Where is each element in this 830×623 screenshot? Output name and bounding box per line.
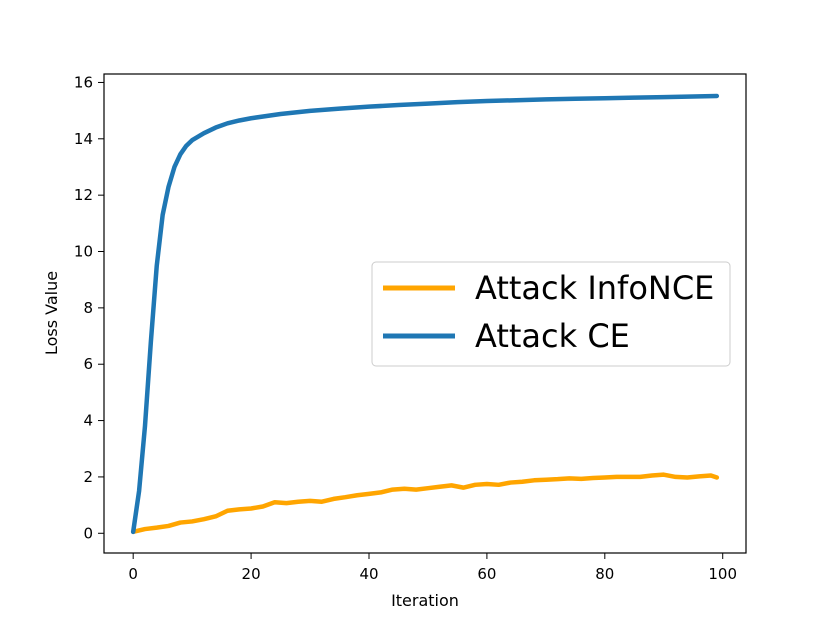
legend-label-attack-infonce: Attack InfoNCE bbox=[475, 269, 714, 307]
legend: Attack InfoNCE Attack CE bbox=[371, 261, 731, 367]
y-tick-label: 4 bbox=[83, 412, 93, 430]
x-tick-label: 100 bbox=[708, 565, 737, 583]
x-tick-label: 40 bbox=[359, 565, 378, 583]
y-tick-label: 12 bbox=[74, 186, 93, 204]
series-layer bbox=[130, 93, 720, 535]
y-tick-label: 0 bbox=[83, 524, 93, 542]
y-tick-label: 16 bbox=[74, 73, 93, 91]
x-tick-label: 20 bbox=[242, 565, 261, 583]
y-tick-label: 2 bbox=[83, 468, 93, 486]
legend-label-attack-ce: Attack CE bbox=[475, 317, 630, 355]
plot-frame bbox=[103, 73, 747, 554]
y-tick-label: 6 bbox=[83, 355, 93, 373]
y-tick-label: 14 bbox=[74, 130, 93, 148]
x-axis: 0 20 40 60 80 100 bbox=[128, 553, 737, 583]
y-axis-label: Loss Value bbox=[42, 271, 61, 355]
y-tick-label: 10 bbox=[74, 243, 93, 261]
y-axis: 0 2 4 6 8 10 12 14 16 bbox=[74, 73, 104, 542]
series-line-attack-ce bbox=[130, 93, 720, 535]
y-tick-label: 8 bbox=[83, 299, 93, 317]
legend-box bbox=[371, 261, 731, 367]
x-tick-label: 80 bbox=[595, 565, 614, 583]
x-axis-label: Iteration bbox=[391, 591, 459, 610]
x-tick-label: 60 bbox=[477, 565, 496, 583]
x-tick-label: 0 bbox=[128, 565, 138, 583]
series-line-attack-infonce bbox=[130, 472, 720, 535]
